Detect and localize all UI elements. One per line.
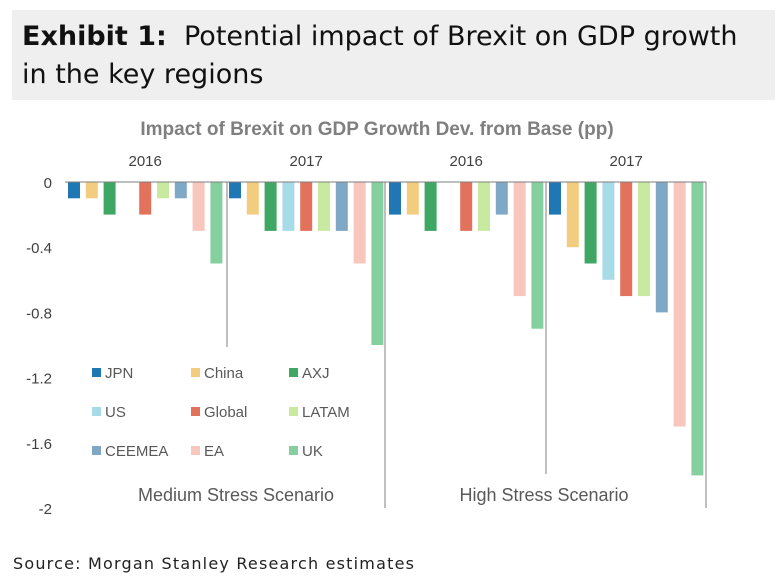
bar-ea: [192, 182, 205, 231]
bar-global: [139, 182, 152, 215]
bar-ea: [513, 182, 526, 297]
bar-jpn: [68, 182, 80, 199]
bar-ceemea: [495, 182, 508, 215]
bar-uk: [531, 182, 544, 329]
bar-us: [282, 182, 295, 231]
y-tick-label: -0.8: [26, 305, 52, 322]
year-label: 2017: [290, 153, 323, 170]
bar-global: [620, 182, 633, 297]
bar-chart: Impact of Brexit on GDP Growth Dev. from…: [26, 119, 707, 518]
bar-jpn: [549, 182, 561, 215]
exhibit-header: Exhibit 1: Potential impact of Brexit on…: [12, 10, 775, 100]
legend-swatch-ceemea: [92, 446, 101, 455]
bar-ceemea: [174, 182, 187, 199]
y-tick-label: -1.2: [26, 371, 52, 388]
source-note: Source: Morgan Stanley Research estimate…: [13, 554, 416, 573]
bar-jpn: [389, 182, 401, 215]
legend-label-ceemea: CEEMEA: [105, 443, 168, 460]
legend-swatch-global: [191, 407, 200, 416]
bar-global: [460, 182, 473, 231]
exhibit-heading: Exhibit 1: Potential impact of Brexit on…: [22, 18, 767, 94]
legend-swatch-jpn: [92, 368, 101, 377]
chart-title: Impact of Brexit on GDP Growth Dev. from…: [140, 119, 613, 140]
bar-china: [85, 182, 98, 199]
bar-axj: [424, 182, 437, 231]
scenario-label: High Stress Scenario: [459, 485, 628, 505]
year-label: 2016: [129, 153, 162, 170]
y-tick-label: -0.4: [26, 240, 52, 257]
bar-china: [406, 182, 419, 215]
bar-global: [300, 182, 313, 231]
exhibit-label: Exhibit 1:: [22, 21, 167, 52]
y-tick-label: -1.6: [26, 436, 52, 453]
bar-ea: [353, 182, 366, 264]
bar-uk: [210, 182, 223, 264]
legend-label-ea: EA: [204, 443, 224, 460]
legend-label-global: Global: [204, 404, 247, 421]
legend-label-us: US: [105, 404, 126, 421]
bar-ceemea: [335, 182, 348, 231]
legend-label-jpn: JPN: [105, 365, 133, 382]
bar-axj: [103, 182, 116, 215]
bar-uk: [371, 182, 384, 345]
bar-uk: [691, 182, 704, 476]
chart-area: Impact of Brexit on GDP Growth Dev. from…: [0, 100, 777, 550]
bar-jpn: [229, 182, 241, 199]
bar-ceemea: [655, 182, 668, 313]
scenario-label: Medium Stress Scenario: [138, 485, 334, 505]
bar-china: [566, 182, 579, 248]
legend-swatch-us: [92, 407, 101, 416]
legend-swatch-china: [191, 368, 200, 377]
legend-swatch-ea: [191, 446, 200, 455]
bar-latam: [318, 182, 330, 231]
bar-china: [246, 182, 259, 215]
legend-swatch-uk: [289, 446, 298, 455]
bar-latam: [478, 182, 490, 231]
legend-swatch-latam: [289, 407, 298, 416]
legend-label-axj: AXJ: [302, 365, 330, 382]
legend-label-china: China: [204, 365, 244, 382]
year-label: 2016: [450, 153, 483, 170]
bar-latam: [157, 182, 169, 199]
legend-label-latam: LATAM: [302, 404, 350, 421]
legend-swatch-axj: [289, 368, 298, 377]
y-tick-label: -2: [39, 501, 52, 518]
bar-us: [602, 182, 615, 280]
legend-label-uk: UK: [302, 443, 323, 460]
bar-ea: [673, 182, 686, 427]
bar-latam: [638, 182, 650, 297]
y-tick-label: 0: [44, 175, 52, 192]
exhibit-title: Potential impact of Brexit on GDP growth…: [22, 21, 738, 90]
bar-axj: [584, 182, 597, 264]
bar-axj: [264, 182, 277, 231]
year-label: 2017: [610, 153, 643, 170]
